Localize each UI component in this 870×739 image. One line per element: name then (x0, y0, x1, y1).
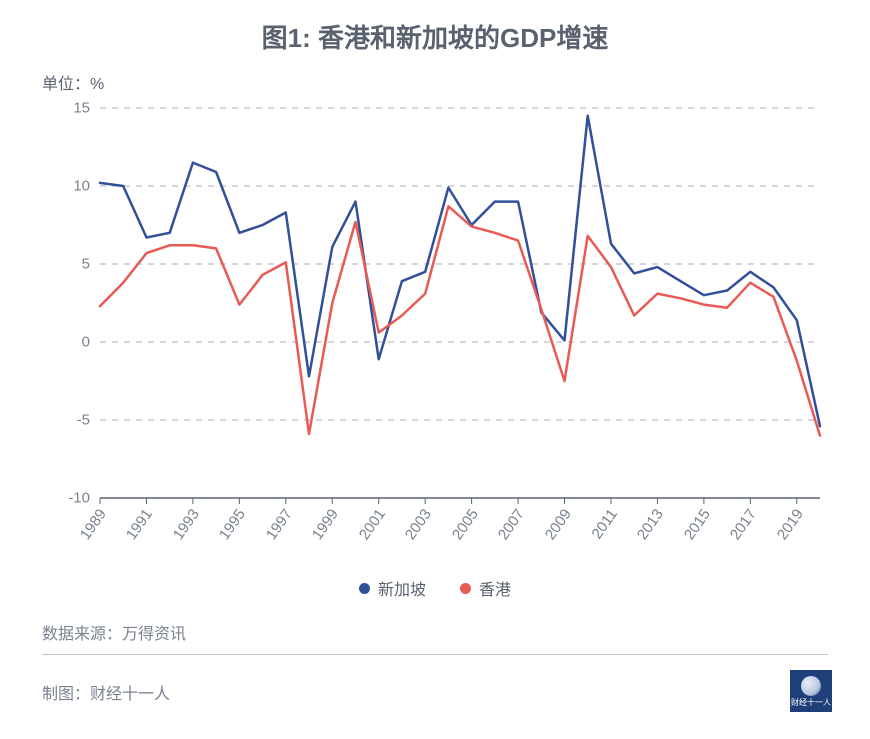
x-tick-label: 2009 (541, 506, 574, 543)
x-tick-label: 2017 (727, 506, 760, 543)
legend-item: 新加坡 (359, 576, 426, 600)
legend-item: 香港 (460, 576, 511, 600)
chart-container: 图1: 香港和新加坡的GDP增速 单位：% -10-50510151989199… (0, 0, 870, 739)
x-tick-label: 2013 (634, 506, 667, 543)
globe-icon (801, 676, 821, 696)
data-source: 数据来源：万得资讯 (42, 620, 186, 644)
plot-area: -10-505101519891991199319951997199920012… (100, 108, 820, 498)
x-tick-label: 1997 (263, 506, 296, 543)
x-tick-label: 1991 (123, 506, 156, 543)
legend: 新加坡 香港 (0, 576, 870, 600)
y-tick-label: 5 (82, 256, 90, 273)
series-line-香港 (100, 206, 820, 435)
x-tick-label: 1995 (216, 506, 249, 543)
credit-label: 制图：财经十一人 (42, 680, 170, 704)
y-tick-label: -5 (77, 412, 90, 429)
x-tick-label: 2001 (356, 506, 389, 543)
y-tick-label: 10 (73, 178, 90, 195)
legend-label: 香港 (479, 576, 511, 600)
publisher-logo: 财经十一人 (790, 670, 832, 712)
legend-label: 新加坡 (378, 576, 426, 600)
logo-text: 财经十一人 (791, 699, 831, 707)
x-tick-label: 2005 (448, 506, 481, 543)
y-tick-label: 0 (82, 334, 90, 351)
x-tick-label: 1993 (170, 506, 203, 543)
x-tick-label: 2007 (495, 506, 528, 543)
plot-svg (100, 108, 820, 498)
x-tick-label: 2015 (681, 506, 714, 543)
x-tick-label: 1999 (309, 506, 342, 543)
x-tick-label: 2003 (402, 506, 435, 543)
legend-dot (359, 583, 370, 594)
x-tick-label: 2019 (774, 506, 807, 543)
series-line-新加坡 (100, 116, 820, 426)
legend-dot (460, 583, 471, 594)
x-tick-label: 2011 (588, 506, 620, 542)
y-tick-label: 15 (73, 100, 90, 117)
divider (42, 654, 828, 655)
unit-label: 单位：% (42, 70, 104, 94)
x-tick-label: 1989 (77, 506, 110, 543)
y-tick-label: -10 (68, 490, 90, 507)
chart-title: 图1: 香港和新加坡的GDP增速 (0, 18, 870, 55)
